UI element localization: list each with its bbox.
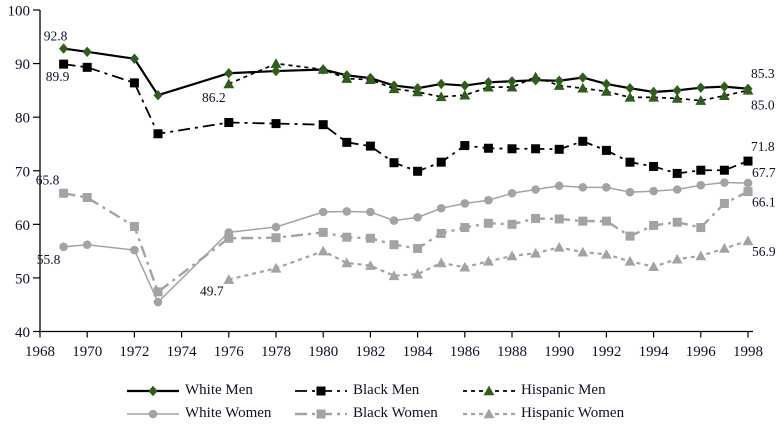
svg-text:1972: 1972 [119,344,149,360]
svg-text:1998: 1998 [733,344,763,360]
svg-text:70: 70 [15,164,30,180]
white-men-swatch-icon [127,385,179,396]
svg-text:92.8: 92.8 [44,29,68,44]
svg-text:1982: 1982 [355,344,385,360]
svg-text:1996: 1996 [686,344,717,360]
svg-text:60: 60 [15,218,30,234]
svg-text:1974: 1974 [167,344,198,360]
legend-item-black-men: Black Men [294,382,462,399]
black-men-swatch-icon [295,386,347,395]
svg-text:1978: 1978 [261,344,291,360]
legend-label-white-women: White Women [185,405,272,421]
legend-label-black-women: Black Women [353,405,438,421]
svg-text:71.8: 71.8 [751,139,775,154]
svg-text:50: 50 [15,271,30,287]
svg-text:85.0: 85.0 [751,97,775,112]
svg-text:1984: 1984 [403,344,434,360]
svg-text:1970: 1970 [72,344,102,360]
white-women-swatch-icon [127,409,179,418]
svg-text:80: 80 [15,111,30,127]
svg-text:67.7: 67.7 [752,165,776,180]
svg-text:66.1: 66.1 [752,195,776,210]
legend-item-white-women: White Women [126,405,294,422]
svg-text:1986: 1986 [450,344,481,360]
svg-text:85.3: 85.3 [751,66,775,81]
svg-text:55.8: 55.8 [37,252,61,267]
legend-row-men: White Men Black Men Hispanic Men [126,382,776,399]
svg-text:65.8: 65.8 [36,172,60,187]
chart-legend: White Men Black Men Hispanic Men White W… [0,376,776,422]
hispanic-women-swatch-icon [463,408,515,418]
svg-text:56.9: 56.9 [752,244,776,259]
svg-text:1968: 1968 [25,344,55,360]
svg-text:100: 100 [8,4,31,20]
svg-text:40: 40 [15,325,30,341]
legend-item-white-men: White Men [126,382,294,399]
hispanic-men-swatch-icon [463,385,515,395]
svg-text:1990: 1990 [544,344,574,360]
svg-text:1976: 1976 [214,344,245,360]
legend-label-black-men: Black Men [353,382,420,398]
legend-item-hispanic-women: Hispanic Women [462,405,630,422]
legend-label-white-men: White Men [185,382,253,398]
legend-label-hispanic-women: Hispanic Women [521,405,625,421]
svg-text:90: 90 [15,57,30,73]
svg-text:89.9: 89.9 [46,69,70,84]
black-women-swatch-icon [295,409,347,418]
line-chart: 40 50 60 70 80 90 100 1968 1970 1972 1974 1976 1978 1… [8,4,776,361]
svg-text:1988: 1988 [497,344,527,360]
svg-text:86.2: 86.2 [202,90,226,105]
legend-label-hispanic-men: Hispanic Men [521,382,606,398]
legend-item-hispanic-men: Hispanic Men [462,382,630,399]
svg-text:49.7: 49.7 [200,284,224,299]
legend-item-black-women: Black Women [294,405,462,422]
svg-text:1992: 1992 [591,344,621,360]
svg-text:1980: 1980 [308,344,338,360]
svg-text:1994: 1994 [639,344,670,360]
legend-row-women: White Women Black Women Hispanic Women [126,405,776,422]
